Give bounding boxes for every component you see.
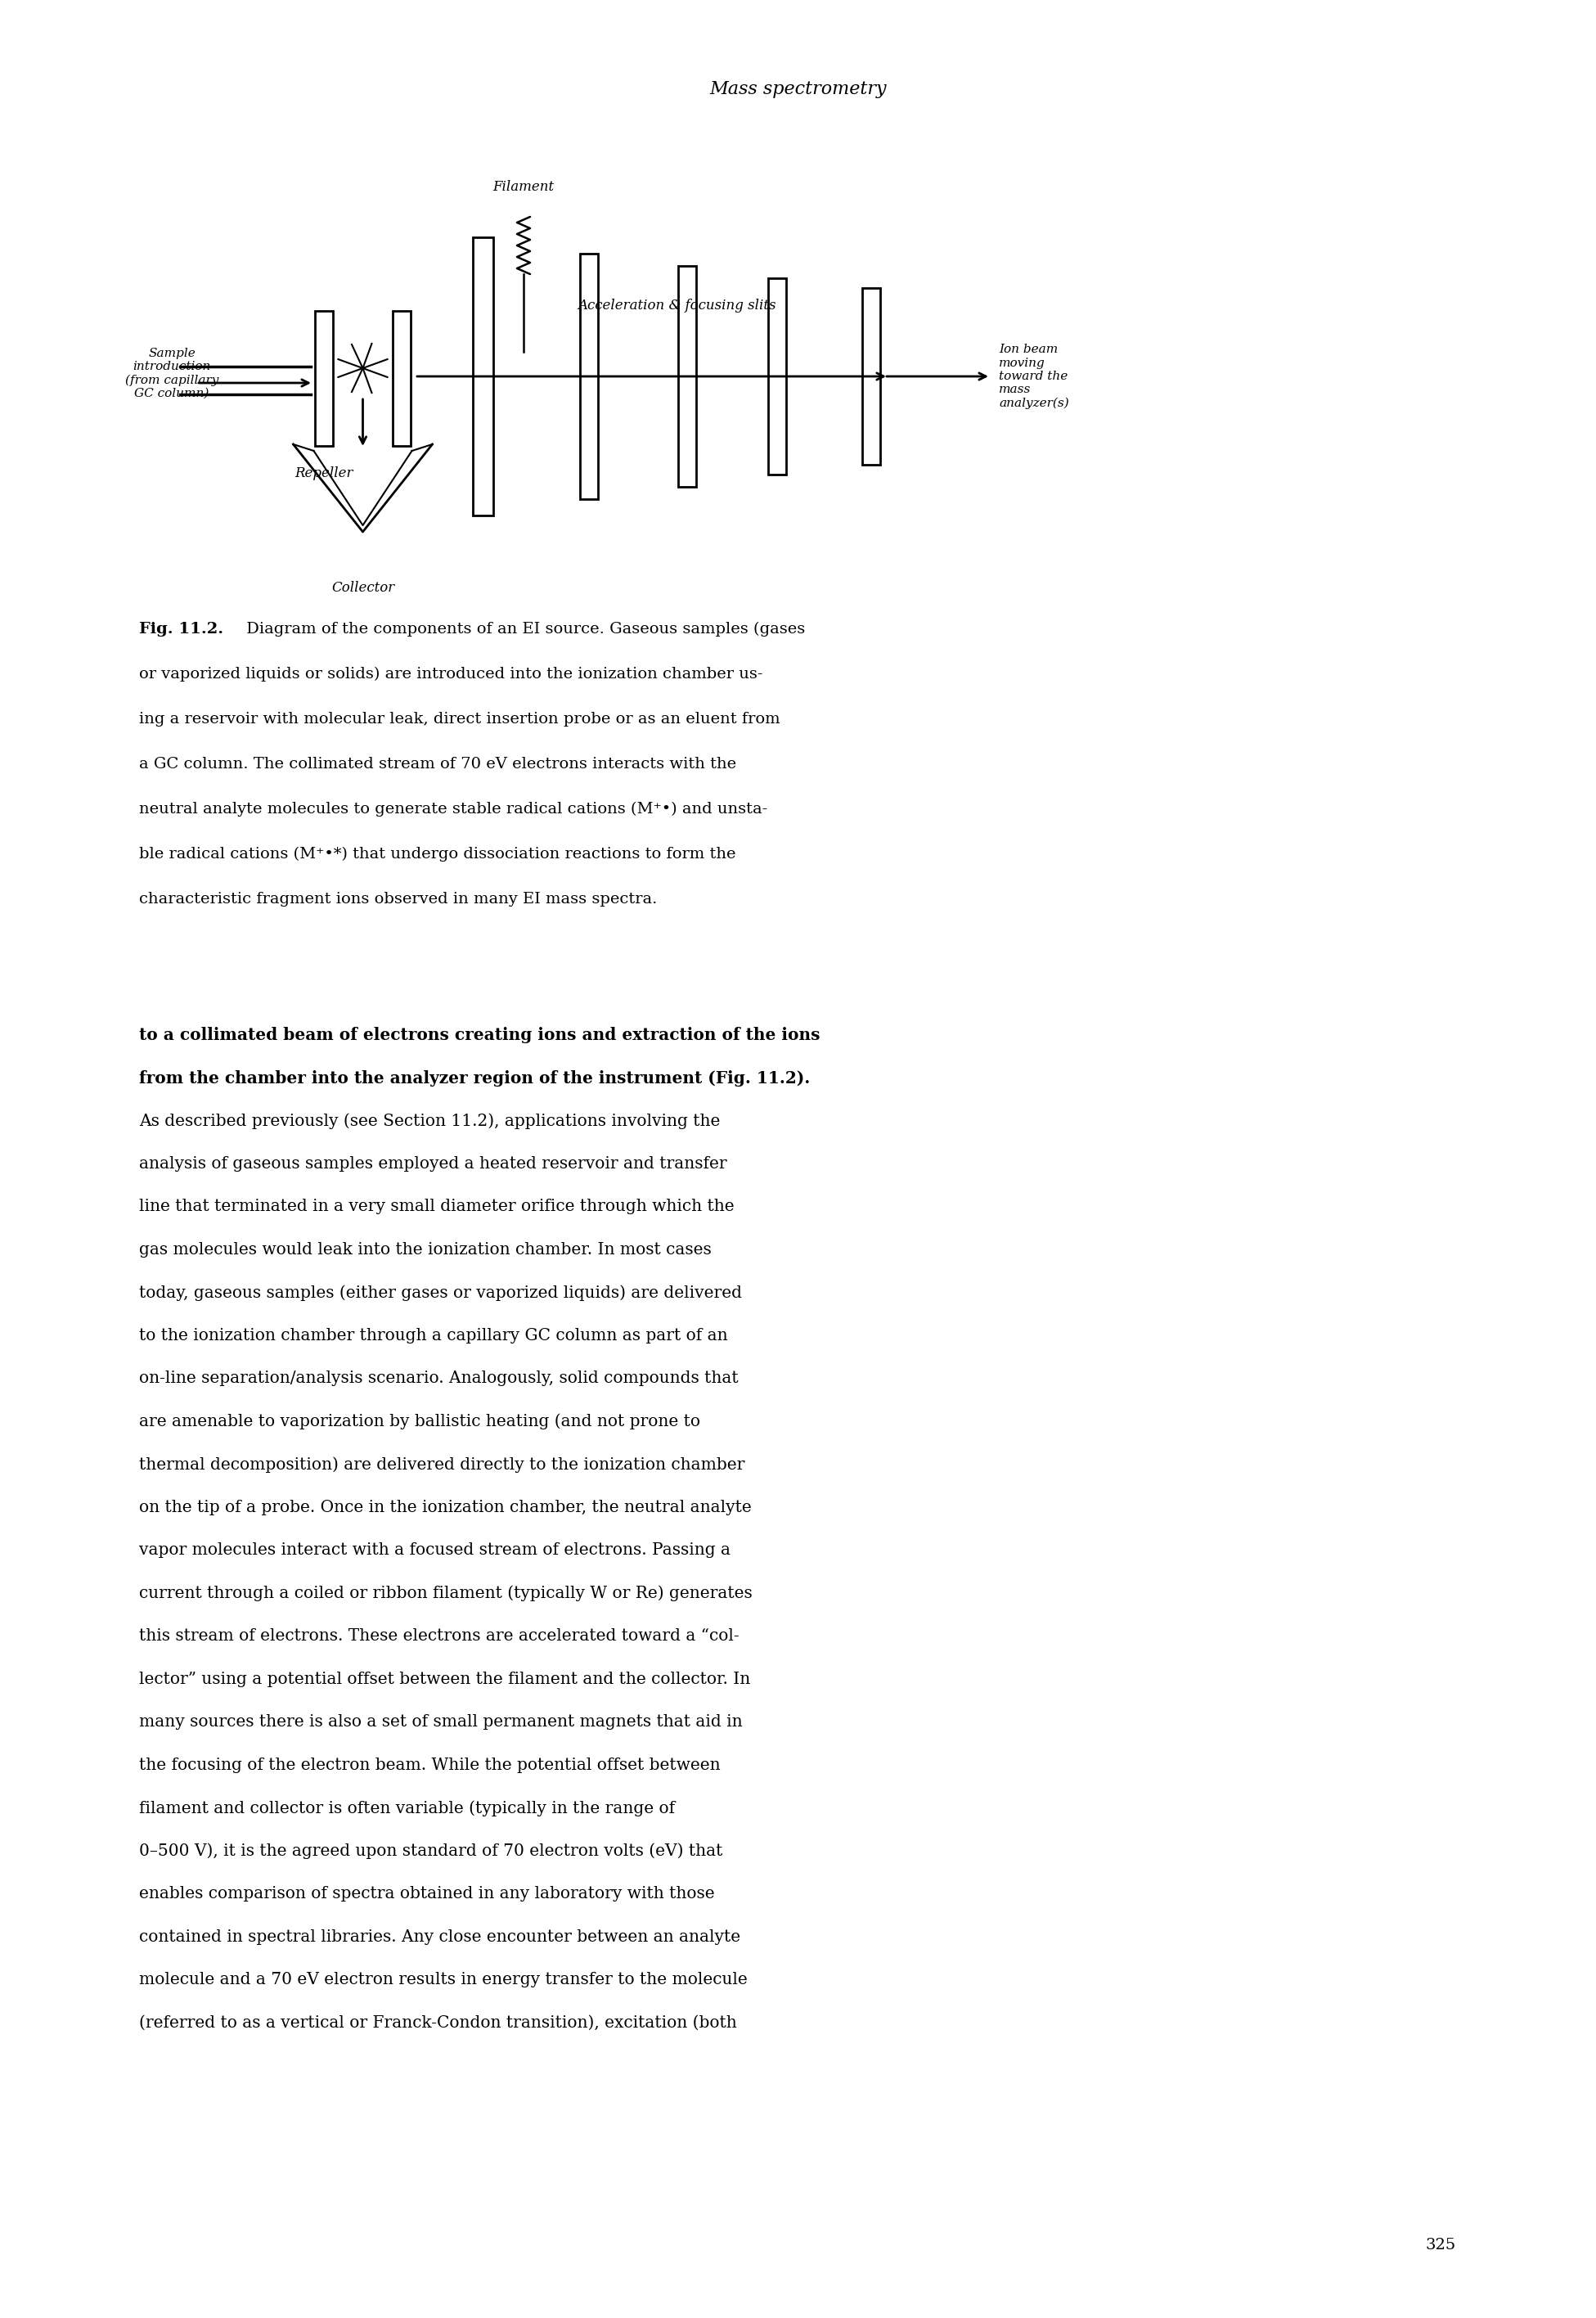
Text: from the chamber into the analyzer region of the instrument (Fig. 11.2).: from the chamber into the analyzer regio…: [139, 1071, 811, 1087]
Text: 0–500 V), it is the agreed upon standard of 70 electron volts (eV) that: 0–500 V), it is the agreed upon standard…: [139, 1843, 723, 1859]
Text: gas molecules would leak into the ionization chamber. In most cases: gas molecules would leak into the ioniza…: [139, 1242, 712, 1256]
Text: many sources there is also a set of small permanent magnets that aid in: many sources there is also a set of smal…: [139, 1713, 742, 1729]
Text: contained in spectral libraries. Any close encounter between an analyte: contained in spectral libraries. Any clo…: [139, 1929, 741, 1945]
Text: or vaporized liquids or solids) are introduced into the ionization chamber us-: or vaporized liquids or solids) are intr…: [139, 668, 763, 681]
Text: 325: 325: [1425, 2237, 1456, 2253]
Text: ing a reservoir with molecular leak, direct insertion probe or as an eluent from: ing a reservoir with molecular leak, dir…: [139, 712, 780, 726]
Text: lector” using a potential offset between the filament and the collector. In: lector” using a potential offset between…: [139, 1671, 750, 1688]
Text: Acceleration & focusing slits: Acceleration & focusing slits: [578, 299, 776, 313]
Text: to the ionization chamber through a capillary GC column as part of an: to the ionization chamber through a capi…: [139, 1328, 728, 1342]
Text: vapor molecules interact with a focused stream of electrons. Passing a: vapor molecules interact with a focused …: [139, 1541, 731, 1558]
Text: Fig. 11.2.: Fig. 11.2.: [139, 621, 223, 637]
Text: As described previously (see Section 11.2), applications involving the: As described previously (see Section 11.…: [139, 1113, 720, 1129]
Text: ble radical cations (M⁺•*) that undergo dissociation reactions to form the: ble radical cations (M⁺•*) that undergo …: [139, 846, 736, 862]
Text: to a collimated beam of electrons creating ions and extraction of the ions: to a collimated beam of electrons creati…: [139, 1027, 820, 1043]
Text: Collector: Collector: [332, 582, 394, 596]
Text: on-line separation/analysis scenario. Analogously, solid compounds that: on-line separation/analysis scenario. An…: [139, 1370, 739, 1386]
Text: on the tip of a probe. Once in the ionization chamber, the neutral analyte: on the tip of a probe. Once in the ioniz…: [139, 1500, 752, 1516]
Text: (referred to as a vertical or Franck-Condon transition), excitation (both: (referred to as a vertical or Franck-Con…: [139, 2014, 737, 2031]
Bar: [472, 236, 493, 515]
Bar: [393, 311, 410, 445]
Bar: [314, 311, 334, 445]
Text: Diagram of the components of an EI source. Gaseous samples (gases: Diagram of the components of an EI sourc…: [241, 621, 804, 637]
Text: neutral analyte molecules to generate stable radical cations (M⁺•) and unsta-: neutral analyte molecules to generate st…: [139, 802, 768, 816]
Text: today, gaseous samples (either gases or vaporized liquids) are delivered: today, gaseous samples (either gases or …: [139, 1284, 742, 1300]
Bar: [862, 287, 881, 464]
Text: a GC column. The collimated stream of 70 eV electrons interacts with the: a GC column. The collimated stream of 70…: [139, 758, 736, 772]
Text: current through a coiled or ribbon filament (typically W or Re) generates: current through a coiled or ribbon filam…: [139, 1586, 752, 1602]
Text: thermal decomposition) are delivered directly to the ionization chamber: thermal decomposition) are delivered dir…: [139, 1456, 745, 1472]
Text: are amenable to vaporization by ballistic heating (and not prone to: are amenable to vaporization by ballisti…: [139, 1414, 701, 1430]
Text: filament and collector is often variable (typically in the range of: filament and collector is often variable…: [139, 1801, 675, 1817]
Text: this stream of electrons. These electrons are accelerated toward a “col-: this stream of electrons. These electron…: [139, 1627, 739, 1643]
Text: the focusing of the electron beam. While the potential offset between: the focusing of the electron beam. While…: [139, 1757, 720, 1773]
Bar: [768, 278, 787, 475]
Text: Sample
introduction
(from capillary
GC column): Sample introduction (from capillary GC c…: [124, 348, 219, 399]
Bar: [678, 267, 696, 487]
Bar: [579, 253, 598, 498]
Text: Ion beam
moving
toward the
mass
analyzer(s): Ion beam moving toward the mass analyzer…: [999, 343, 1069, 408]
Text: Filament: Filament: [493, 181, 554, 195]
Text: line that terminated in a very small diameter orifice through which the: line that terminated in a very small dia…: [139, 1198, 734, 1215]
Text: molecule and a 70 eV electron results in energy transfer to the molecule: molecule and a 70 eV electron results in…: [139, 1973, 747, 1987]
Text: characteristic fragment ions observed in many EI mass spectra.: characteristic fragment ions observed in…: [139, 892, 658, 906]
Text: Repeller: Repeller: [295, 466, 353, 480]
Text: enables comparison of spectra obtained in any laboratory with those: enables comparison of spectra obtained i…: [139, 1887, 715, 1901]
Text: analysis of gaseous samples employed a heated reservoir and transfer: analysis of gaseous samples employed a h…: [139, 1157, 726, 1171]
Text: Mass spectrometry: Mass spectrometry: [709, 81, 887, 97]
